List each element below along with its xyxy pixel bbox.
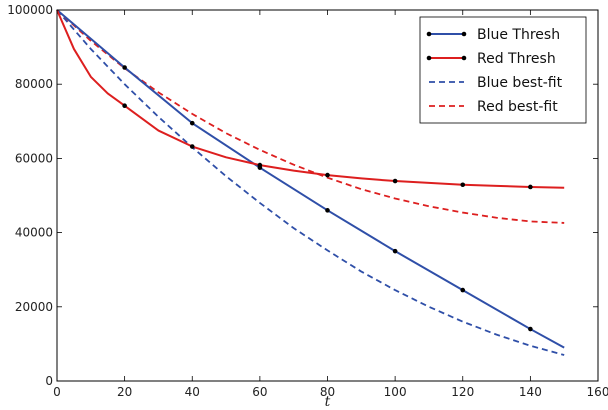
x-tick-label: 160 (587, 385, 608, 399)
series-point-red-thresh (189, 144, 195, 149)
legend-label-red-thresh: Red Thresh (477, 51, 556, 67)
legend-marker (426, 31, 432, 37)
series-point-red-thresh (460, 182, 466, 188)
legend-marker (461, 55, 467, 61)
series-point-red-thresh (528, 184, 533, 190)
y-tick-label: 0 (45, 374, 53, 388)
legend-label-blue-best-fit: Blue best-fit (477, 75, 563, 91)
series-point-blue-thresh (122, 65, 127, 70)
x-tick-label: 20 (117, 385, 132, 399)
legend-marker (461, 31, 467, 37)
y-tick-label: 100000 (7, 3, 53, 17)
x-tick-label: 60 (252, 385, 267, 399)
series-layer (56, 9, 565, 356)
series-point-red-thresh (325, 172, 330, 178)
x-tick-label: 100 (384, 385, 407, 399)
legend: Blue Thresh Red Thresh Blue best-fit Red be… (419, 16, 587, 124)
series-point-red-thresh (392, 178, 398, 184)
x-tick-label: 80 (320, 385, 335, 399)
x-axis-label: t (325, 394, 331, 410)
legend-label-red-best-fit: Red best-fit (477, 99, 558, 115)
legend-label-blue-thresh: Blue Thresh (477, 27, 560, 43)
y-tick-label: 60000 (15, 151, 53, 165)
x-tick-label: 140 (519, 385, 542, 399)
series-point-blue-thresh (189, 120, 195, 126)
series-point-red-thresh (122, 103, 127, 109)
series-point-blue-thresh (528, 326, 533, 332)
series-line-red-thresh (56, 9, 565, 189)
series-point-blue-thresh (325, 208, 330, 213)
series-point-blue-thresh (460, 287, 466, 293)
series-point-red-thresh (257, 162, 263, 168)
x-tick-label: 0 (53, 385, 61, 399)
series-point-blue-thresh (392, 248, 398, 254)
y-tick-label: 40000 (15, 226, 53, 240)
plot-frame (56, 9, 599, 382)
x-tick-label: 120 (451, 385, 474, 399)
legend-marker (426, 55, 432, 61)
tick-labels: 0 20 40 60 80 100 120 140 160 0 20000 40000 60000 800… (7, 3, 608, 399)
x-tick-label: 40 (185, 385, 200, 399)
series-line-blue-best-fit (56, 9, 565, 356)
y-tick-label: 20000 (15, 300, 53, 314)
y-tick-label: 80000 (15, 77, 53, 91)
